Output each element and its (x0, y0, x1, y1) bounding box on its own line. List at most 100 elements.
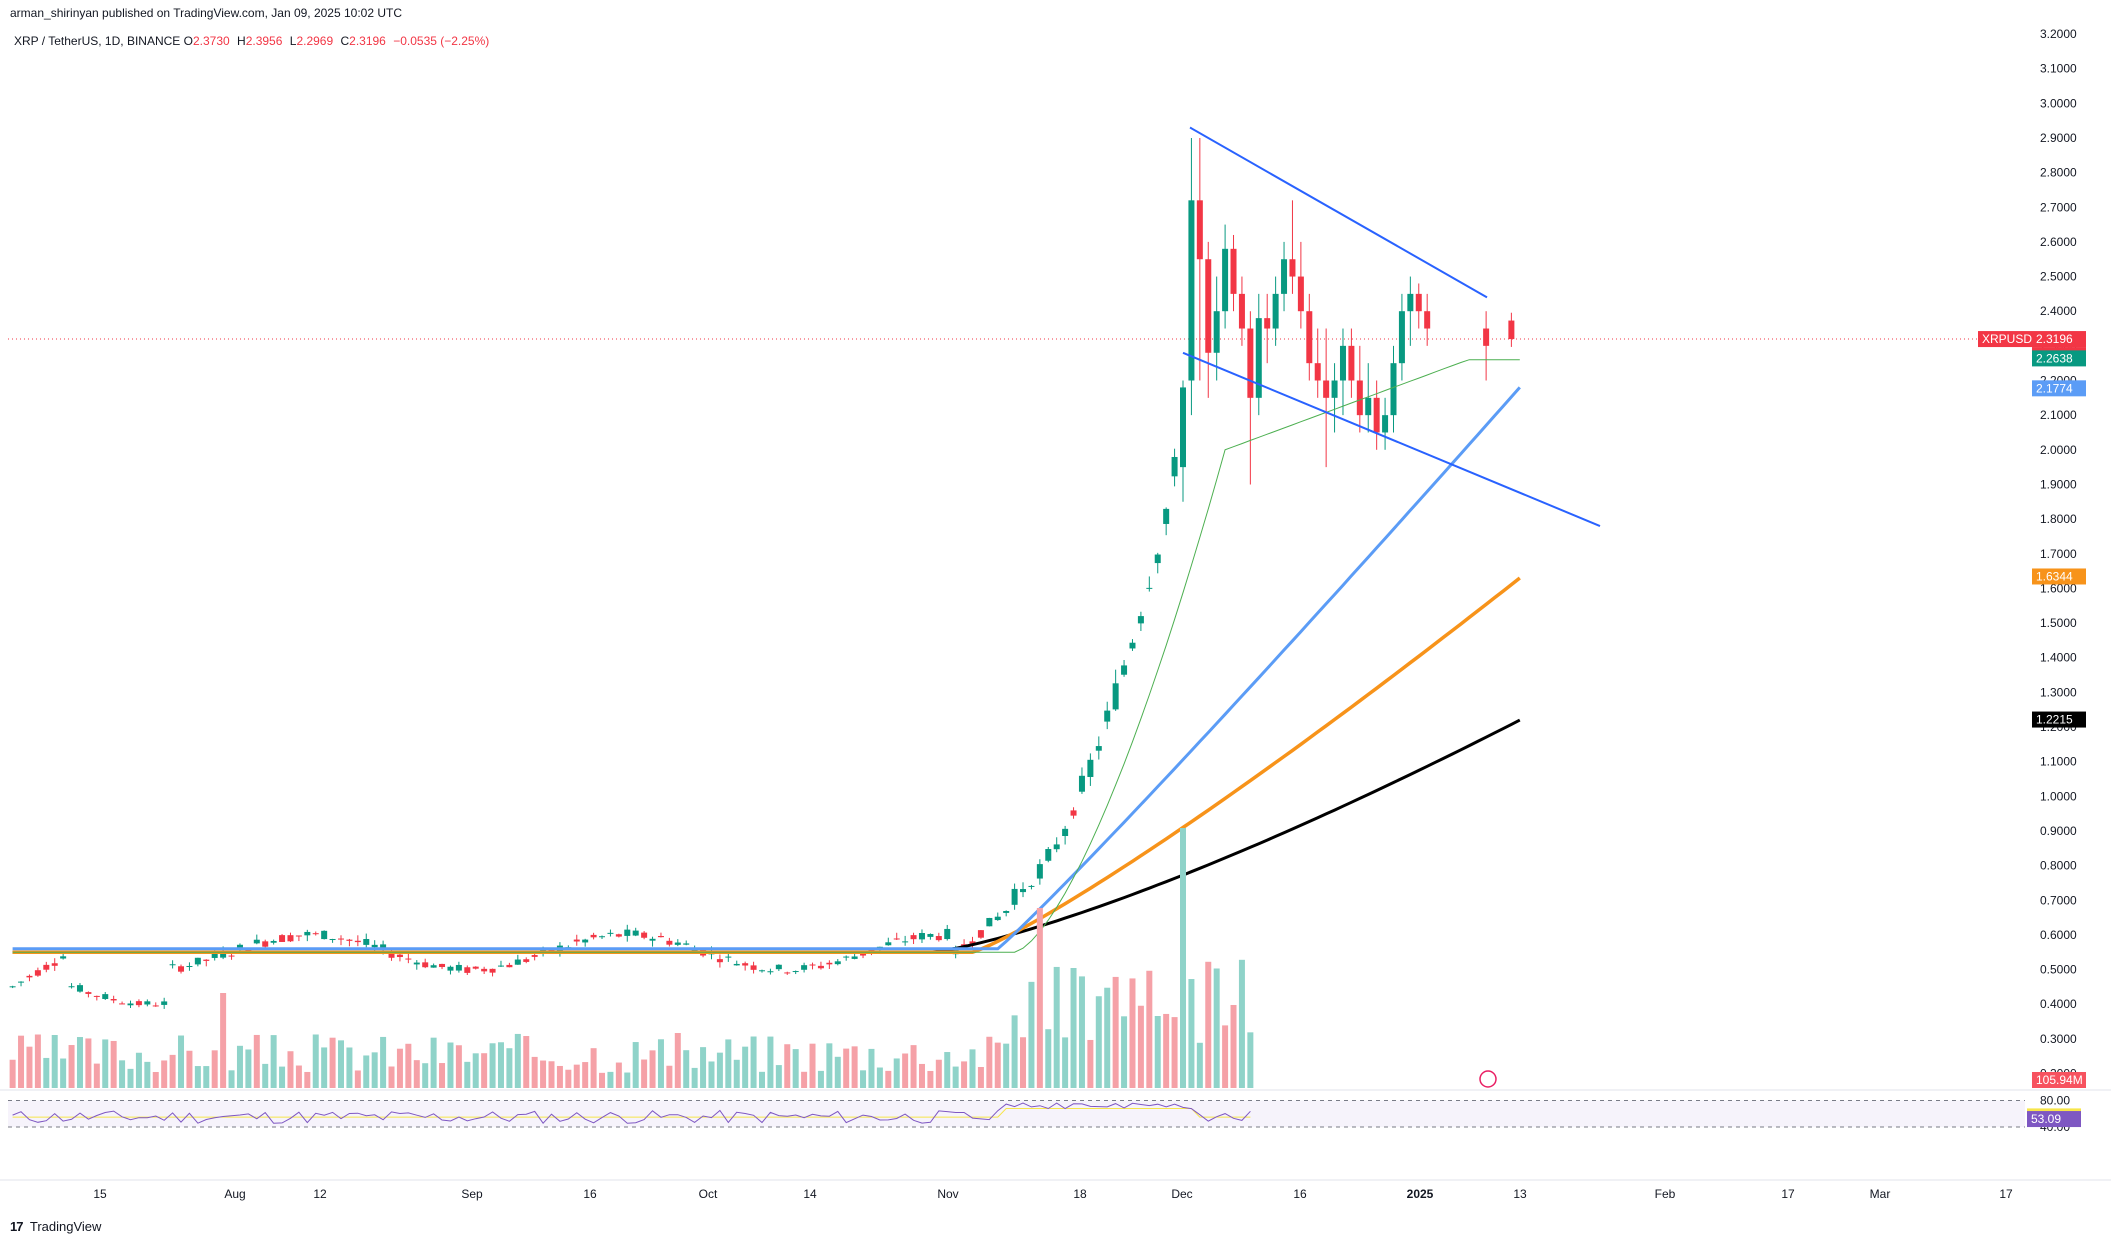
tradingview-brand[interactable]: 17 TradingView (10, 1219, 101, 1234)
time-tick-label: Oct (699, 1187, 718, 1201)
volume-bar (287, 1051, 294, 1088)
lower-trendline (1182, 351, 1601, 527)
tradingview-logo-icon: 17 (10, 1219, 24, 1234)
candle (893, 938, 900, 940)
volume-bar (1163, 1013, 1170, 1088)
volume-bar (76, 1037, 83, 1088)
candle (599, 936, 606, 938)
open-value: 2.3730 (192, 34, 230, 48)
candle (396, 954, 403, 958)
candle (834, 961, 841, 965)
candle (1230, 248, 1237, 294)
close-label: C (340, 34, 350, 48)
candle (1382, 415, 1389, 433)
volume-bar (363, 1055, 370, 1088)
volume-bar (68, 1045, 75, 1088)
candle (641, 932, 648, 938)
candle (76, 985, 83, 992)
volume-bar (624, 1072, 631, 1088)
time-tick-label: 14 (803, 1187, 817, 1201)
candle (43, 964, 50, 970)
candle (1003, 911, 1010, 913)
candle (994, 916, 1001, 921)
volume-bar (666, 1065, 673, 1088)
volume-bar (759, 1071, 765, 1088)
high-label: H (237, 34, 246, 48)
candle (144, 1001, 151, 1005)
volume-bar (354, 1070, 361, 1088)
candle (1348, 345, 1355, 381)
candle (615, 934, 622, 937)
volume-bar (1129, 978, 1136, 1088)
candle (851, 956, 858, 959)
candle (1306, 311, 1313, 364)
candle (60, 956, 67, 959)
candle (1154, 554, 1161, 564)
candle (767, 971, 774, 973)
volume-bar (885, 1070, 892, 1088)
volume-bar (152, 1072, 159, 1088)
volume-bar (809, 1043, 816, 1088)
time-tick-label: 16 (1293, 1187, 1307, 1201)
candle (1398, 311, 1405, 364)
candle (1390, 363, 1397, 416)
price-tick-label: 2.0000 (2040, 443, 2077, 457)
candle (977, 930, 984, 938)
volume-bar (1078, 976, 1085, 1088)
candle (135, 1001, 142, 1006)
volume-bar (1011, 1015, 1018, 1088)
ma200-tag-bg (2032, 711, 2086, 728)
candle (1104, 710, 1111, 722)
candle (1036, 864, 1043, 879)
price-tick-label: 0.9000 (2040, 824, 2077, 838)
candle (944, 928, 951, 940)
ma20-tag-bg (2032, 350, 2086, 367)
candle (1188, 200, 1195, 381)
candle (1264, 318, 1271, 329)
price-tick-label: 2.9000 (2040, 131, 2077, 145)
candle (784, 972, 791, 974)
candle (843, 956, 850, 958)
rsi-tick-label: 80.00 (2040, 1094, 2070, 1108)
volume-bar (60, 1058, 67, 1088)
volume-bar (986, 1036, 993, 1088)
candle (51, 963, 58, 966)
candle (624, 929, 631, 936)
last-price-tag-bg (2032, 331, 2086, 348)
time-tick-label: Sep (461, 1187, 483, 1201)
volume-bar (784, 1044, 791, 1088)
ma100-tag: 1.6344 (2036, 569, 2073, 583)
volume-bar (590, 1048, 597, 1088)
time-tick-label: 2025 (1407, 1187, 1434, 1201)
published-note: arman_shirinyan published on TradingView… (10, 6, 403, 20)
volume-bar (893, 1058, 900, 1088)
volume-bar (489, 1043, 496, 1088)
candle (245, 948, 252, 952)
candle (1415, 293, 1422, 312)
volume-bar (211, 1050, 218, 1088)
volume-bar (228, 1070, 235, 1088)
volume-bar (1230, 1004, 1237, 1088)
candle (1365, 397, 1372, 416)
candle (775, 964, 782, 970)
candle (935, 936, 942, 941)
candle (1180, 387, 1186, 468)
volume-bar (977, 1066, 984, 1088)
candle (1087, 759, 1094, 777)
volume-bar (792, 1049, 799, 1088)
volume-bar (657, 1039, 664, 1088)
candle (413, 962, 420, 965)
candle (1238, 293, 1245, 329)
volume-bar (826, 1043, 833, 1088)
candle (169, 964, 176, 966)
volume-bar (481, 1053, 488, 1088)
volume-bar (910, 1045, 917, 1088)
candle (716, 959, 723, 963)
candle (1129, 642, 1136, 649)
candle (1222, 248, 1229, 312)
candle (497, 965, 504, 967)
volume-bar (801, 1071, 808, 1088)
candle (85, 992, 92, 994)
candle (489, 968, 496, 973)
